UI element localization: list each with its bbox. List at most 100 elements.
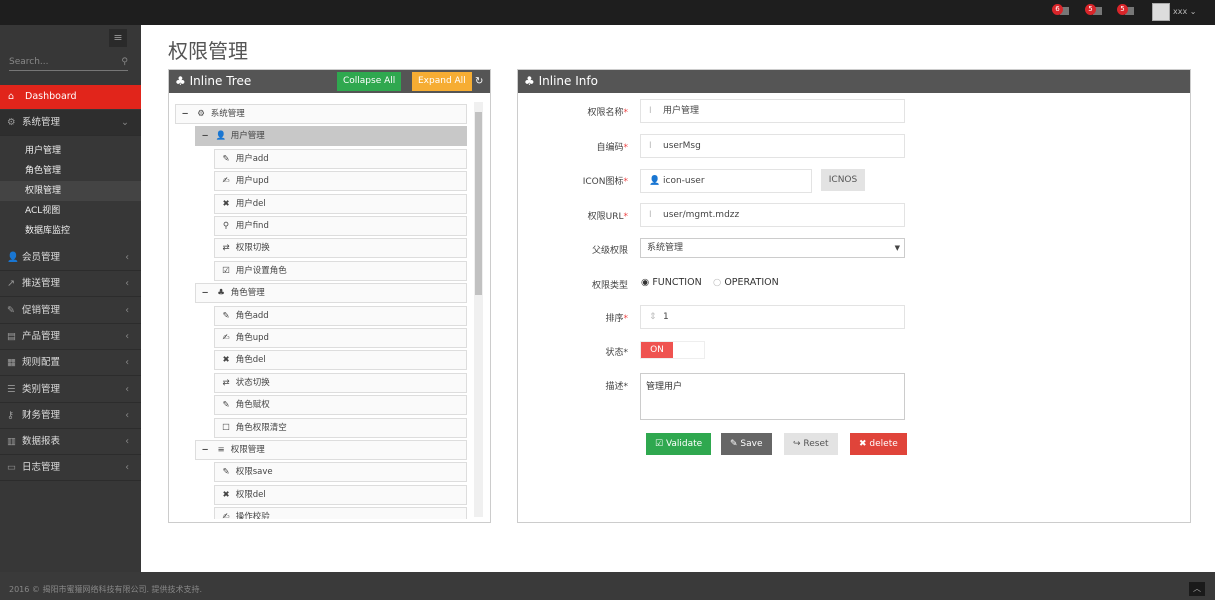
sidebar-subitem[interactable]: 用户管理 [25, 146, 62, 156]
scrollbar-thumb[interactable] [475, 112, 482, 295]
sidebar-subitem[interactable]: ACL视图 [25, 206, 61, 216]
save-button[interactable]: ✎ Save [721, 433, 772, 455]
search-icon[interactable]: ⚲ [121, 57, 128, 67]
page-title: 权限管理 [168, 39, 248, 63]
collapse-toggle-icon[interactable]: − [201, 288, 209, 299]
tree-node[interactable]: ✍ 用户upd [214, 171, 467, 192]
sidebar-item[interactable]: ☰ 类别管理 ‹ [0, 377, 141, 403]
tree-node[interactable]: ⇄ 权限切换 [214, 238, 467, 259]
node-icon: ✖ [222, 489, 230, 500]
radio-label: OPERATION [724, 277, 779, 288]
sidebar-subitem[interactable]: 角色管理 [25, 166, 62, 176]
sidebar-item[interactable]: ▦ 规则配置 ‹ [0, 350, 141, 377]
tree-node[interactable]: − ≡ 权限管理 [195, 440, 467, 460]
status-label: 状态* [605, 348, 628, 358]
tree-node[interactable]: ☐ 角色权限清空 [214, 417, 467, 438]
key-icon: ⚷ [7, 409, 14, 421]
chevron-left-icon: ‹ [125, 252, 129, 263]
gears-icon: ⚙ [7, 117, 16, 128]
notification-envelope[interactable]: 5 [1085, 4, 1103, 18]
tree-node[interactable]: ✎ 权限save [214, 462, 467, 483]
tree-node[interactable]: ✖ 角色del [214, 350, 467, 371]
collapse-toggle-icon[interactable]: − [201, 131, 209, 142]
reset-button[interactable]: ↪ Reset [784, 433, 838, 455]
sidebar-subitem[interactable]: 数据库监控 [25, 226, 71, 236]
radio-operation[interactable]: ○ OPERATION [713, 277, 779, 288]
collapse-toggle-icon[interactable]: − [201, 445, 209, 455]
sidebar-item[interactable]: ▭ 日志管理 ‹ [0, 455, 141, 482]
sidebar-item[interactable]: 👤 会员管理 ‹ [0, 245, 141, 271]
tree-node[interactable]: − 👤 用户管理 [195, 126, 467, 147]
tree-node[interactable]: ✖ 权限del [214, 484, 467, 505]
tree-node[interactable]: ⚲ 用户find [214, 216, 467, 236]
caret-down-icon: ▼ [894, 244, 900, 252]
icon-input[interactable]: 👤 icon-user [640, 169, 812, 193]
description-textarea[interactable]: 管理用户 [640, 373, 905, 420]
delete-button[interactable]: ✖ delete [850, 433, 907, 455]
refresh-icon[interactable]: ↻ [475, 76, 484, 87]
list-alt-icon: ▦ [7, 357, 16, 369]
panel-title: Inline Tree [189, 74, 252, 88]
text-cursor-icon: I [649, 106, 652, 116]
sidebar-item-system[interactable]: ⚙ 系统管理 ⌄ [0, 110, 141, 136]
node-icon: ⚙ [197, 109, 205, 119]
sidebar-item[interactable]: ↗ 推送管理 ‹ [0, 271, 141, 298]
info-panel-header: ♣ Inline Info [518, 70, 1190, 93]
node-label: 用户设置角色 [235, 265, 287, 276]
avatar[interactable] [1152, 3, 1170, 21]
name-input[interactable]: I 用户管理 [640, 99, 905, 123]
icnos-button[interactable]: ICNOS [821, 169, 865, 191]
sidebar-item[interactable]: ⚷ 财务管理 ‹ [0, 403, 141, 429]
sidebar-item[interactable]: ▥ 数据报表 ‹ [0, 429, 141, 456]
sidebar-item[interactable]: ▤ 产品管理 ‹ [0, 324, 141, 350]
tree-node[interactable]: ✎ 角色add [214, 305, 467, 326]
tree-scrollbar[interactable] [474, 102, 483, 517]
pencil-icon: ✎ [730, 439, 738, 449]
tree-node[interactable]: ✖ 用户del [214, 193, 467, 214]
type-label: 权限类型 [591, 281, 628, 291]
notification-bell[interactable]: 6 [1052, 4, 1070, 18]
node-label: 用户del [235, 198, 266, 209]
tree-node[interactable]: − ♣ 角色管理 [195, 283, 467, 304]
node-label: 操作校验 [235, 512, 270, 519]
tree-node[interactable]: ✍ 操作校验 [214, 507, 467, 519]
collapse-toggle-icon[interactable]: − [181, 109, 189, 119]
radio-function[interactable]: ◉ FUNCTION [641, 277, 702, 288]
tree-node[interactable]: ✎ 角色赋权 [214, 395, 467, 416]
share-icon: ↪ [793, 439, 801, 449]
order-input[interactable]: ⇕ 1 [640, 305, 905, 329]
collapse-all-button[interactable]: Collapse All [337, 72, 402, 91]
node-label: 用户find [235, 221, 269, 231]
menu-toggle-icon[interactable]: ≡ [109, 29, 127, 47]
node-icon: ✖ [222, 355, 230, 366]
search-input[interactable]: Search... ⚲ [9, 55, 128, 71]
tree-node[interactable]: ✍ 角色upd [214, 328, 467, 348]
validate-button[interactable]: ☑ Validate [646, 433, 712, 455]
sidebar-item-dashboard[interactable]: ⌂ Dashboard [0, 85, 141, 109]
sidebar-item[interactable]: ✎ 促销管理 ‹ [0, 298, 141, 324]
node-label: 系统管理 [210, 109, 245, 119]
button-label: Reset [803, 439, 829, 449]
expand-all-button[interactable]: Expand All [412, 72, 472, 91]
tree-node[interactable]: ⇄ 状态切换 [214, 372, 467, 393]
chevron-left-icon: ‹ [125, 436, 129, 448]
tree: − ⚙ 系统管理 − 👤 用户管理 ✎ 用户add ✍ 用户upd ✖ 用户del ⚲ 用户f… [169, 93, 490, 519]
node-icon: ☐ [222, 422, 230, 433]
status-toggle[interactable]: ON [640, 341, 705, 359]
scroll-top-icon[interactable]: ︿ [1189, 582, 1205, 596]
notification-tasks[interactable]: 5 [1117, 4, 1135, 18]
footer-text: 2016 © 揭阳市蜜獾网络科技有限公司. 提供技术支持. [9, 585, 203, 594]
tree-node[interactable]: − ⚙ 系统管理 [175, 104, 467, 124]
sidebar-subitem[interactable]: 权限管理 [0, 181, 141, 201]
username: xxx [1173, 7, 1188, 16]
user-menu[interactable]: xxx ⌄ [1173, 7, 1196, 16]
node-label: 角色upd [235, 333, 269, 343]
node-icon: ≡ [217, 445, 225, 455]
chevron-left-icon: ‹ [125, 278, 129, 290]
tree-node[interactable]: ✎ 用户add [214, 148, 467, 169]
tree-node[interactable]: ☑ 用户设置角色 [214, 260, 467, 281]
parent-select[interactable]: 系统管理 ▼ [640, 238, 905, 258]
node-icon: ✍ [222, 333, 230, 343]
